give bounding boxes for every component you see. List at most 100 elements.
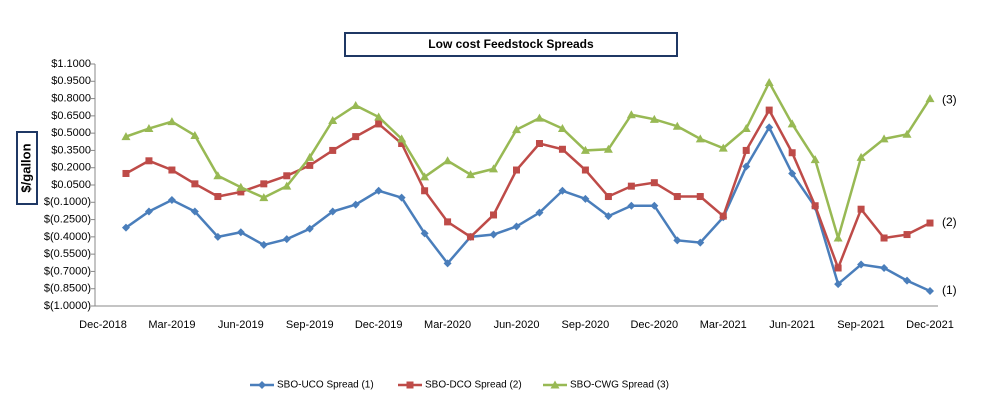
y-tick-label: $0.3500 (51, 144, 91, 156)
marker (328, 115, 338, 124)
legend-marker (406, 381, 414, 389)
marker (513, 166, 520, 174)
marker (558, 186, 567, 195)
marker (581, 194, 590, 203)
series-line (125, 79, 932, 243)
marker (489, 164, 499, 173)
marker (902, 129, 912, 138)
marker (397, 134, 407, 143)
marker (856, 152, 866, 161)
marker (329, 146, 337, 154)
marker (420, 229, 429, 238)
marker (672, 121, 682, 130)
x-tick-label: Mar-2021 (700, 319, 747, 331)
legend-marker (258, 381, 266, 389)
y-tick-label: $(0.8500) (44, 283, 91, 295)
marker (444, 218, 452, 226)
marker (167, 117, 177, 126)
marker (925, 94, 935, 103)
marker (787, 119, 797, 128)
y-tick-label: $(0.7000) (44, 265, 91, 277)
marker (627, 201, 636, 210)
marker (741, 124, 751, 133)
chart-title: Low cost Feedstock Spreads (428, 37, 594, 51)
marker (259, 193, 269, 202)
marker (765, 123, 774, 132)
marker (236, 228, 245, 237)
marker (604, 212, 613, 221)
marker (719, 212, 727, 220)
marker (398, 140, 406, 148)
y-tick-label: $1.1000 (51, 58, 91, 70)
marker (580, 145, 590, 154)
x-tick-label: Sep-2019 (286, 319, 334, 331)
legend-label: SBO-CWG Spread (3) (570, 380, 669, 391)
marker (305, 152, 315, 161)
marker (696, 193, 704, 201)
marker (880, 234, 888, 242)
marker (534, 113, 544, 122)
marker (351, 200, 360, 209)
marker (397, 193, 406, 202)
marker (833, 233, 843, 242)
legend-label: SBO-DCO Spread (2) (425, 380, 522, 391)
marker (214, 193, 222, 201)
marker (764, 77, 774, 86)
marker (190, 130, 200, 139)
y-tick-label: $0.8000 (51, 92, 91, 104)
marker (374, 186, 383, 195)
y-tick-label: $(0.4000) (44, 231, 91, 243)
marker (282, 181, 292, 190)
annotation: (1) (942, 283, 957, 297)
marker (604, 193, 612, 201)
x-tick-label: Jun-2019 (218, 319, 264, 331)
y-tick-label: $0.6500 (51, 110, 91, 122)
marker (467, 233, 475, 241)
marker (649, 114, 659, 123)
marker (122, 169, 130, 177)
marker (282, 235, 291, 244)
y-tick-label: $(0.2500) (44, 213, 91, 225)
marker (490, 211, 498, 219)
y-label-box (16, 131, 38, 205)
x-tick-label: Mar-2019 (148, 319, 195, 331)
marker (512, 222, 521, 231)
y-tick-label: $0.0500 (51, 179, 91, 191)
marker (535, 140, 543, 148)
marker (742, 146, 750, 154)
x-tick-label: Dec-2020 (630, 319, 678, 331)
y-tick-label: $(0.1000) (44, 196, 91, 208)
marker (811, 202, 819, 210)
marker (765, 106, 773, 114)
marker (718, 143, 728, 152)
marker (144, 207, 153, 216)
marker (145, 157, 153, 165)
marker (603, 144, 613, 153)
x-tick-label: Mar-2020 (424, 319, 471, 331)
marker (190, 207, 199, 216)
marker (880, 263, 889, 272)
y-tick-label: $(0.5500) (44, 248, 91, 260)
x-tick-label: Sep-2020 (562, 319, 610, 331)
marker (421, 187, 429, 195)
y-tick-label: $0.9500 (51, 75, 91, 87)
x-tick-label: Jun-2021 (769, 319, 815, 331)
marker (581, 166, 589, 174)
marker (420, 172, 430, 181)
y-axis-label: $/gallon (18, 143, 33, 192)
marker (443, 156, 453, 165)
marker (213, 232, 222, 241)
marker (489, 230, 498, 239)
y-tick-label: $(1.0000) (44, 300, 91, 312)
marker (696, 238, 705, 247)
annotation: (2) (942, 215, 957, 229)
marker (788, 149, 796, 157)
marker (810, 155, 820, 164)
marker (351, 100, 361, 109)
x-tick-label: Dec-2019 (355, 319, 403, 331)
marker (650, 179, 658, 187)
marker (857, 260, 866, 269)
x-tick-label: Dec-2021 (906, 319, 954, 331)
x-tick-label: Dec-2018 (79, 319, 127, 331)
